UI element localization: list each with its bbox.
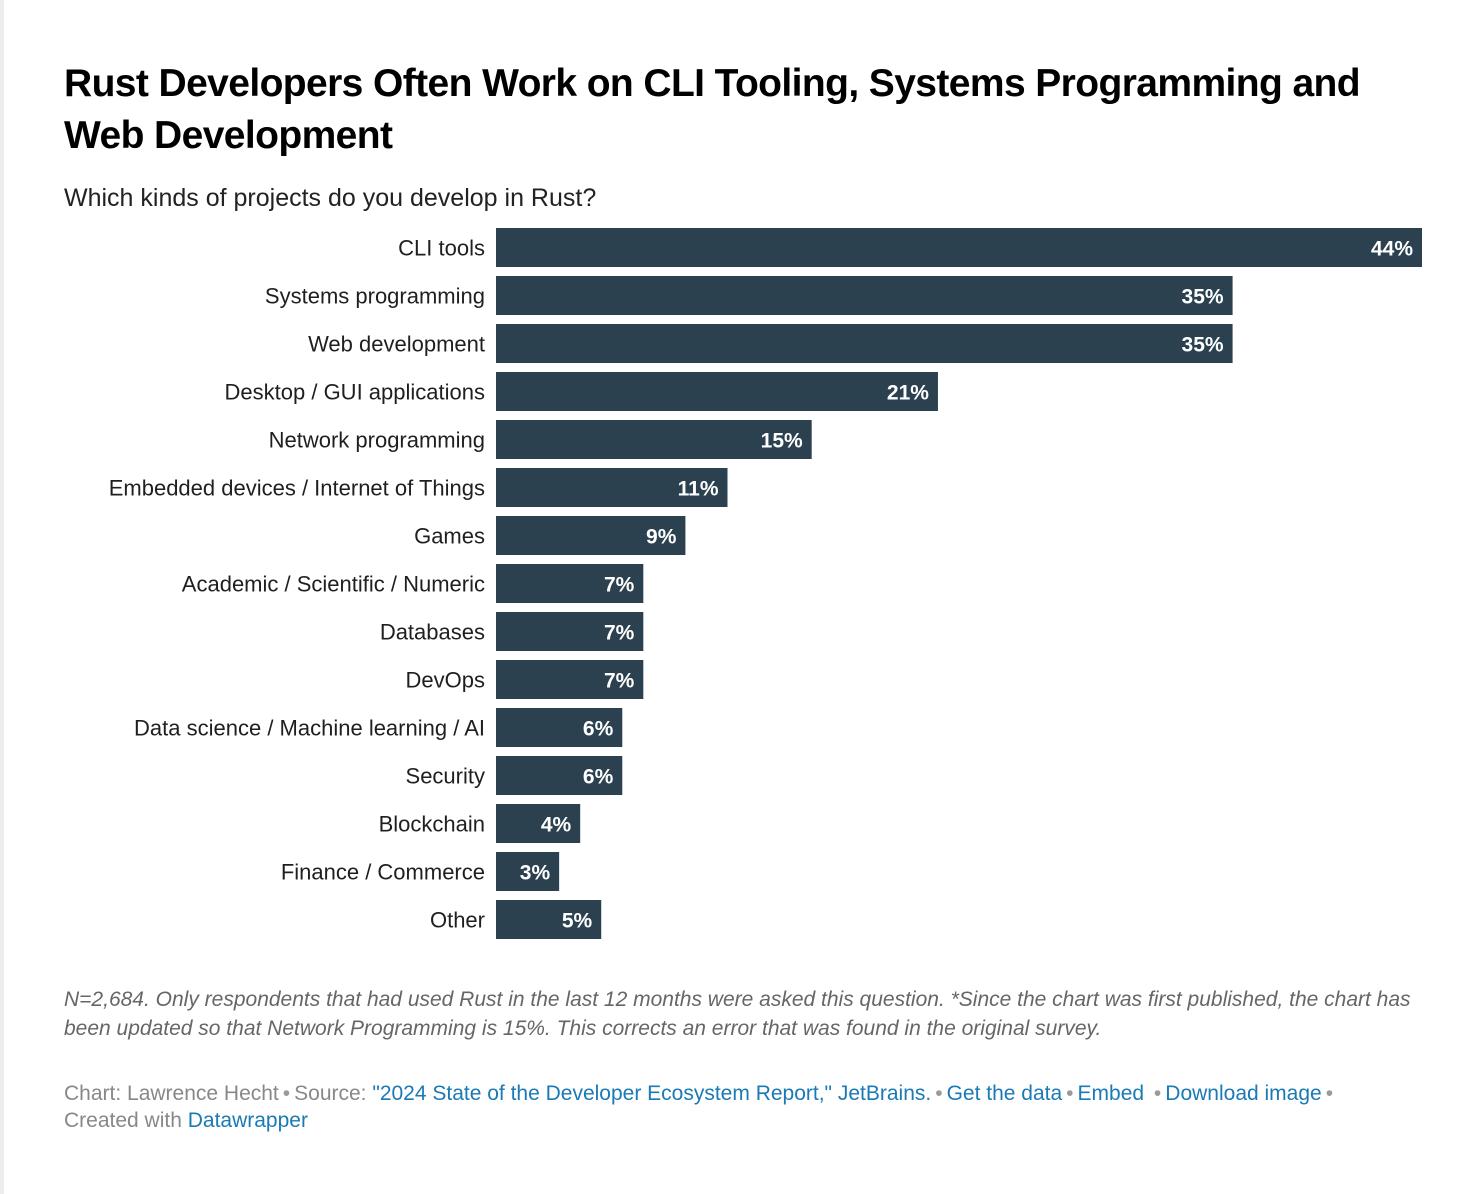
value-label: 6%: [583, 718, 614, 741]
value-label: 9%: [646, 526, 677, 549]
category-label: Data science / Machine learning / AI: [134, 716, 485, 741]
value-label: 15%: [761, 430, 803, 453]
category-label: Systems programming: [265, 284, 485, 309]
category-label: Network programming: [269, 428, 485, 453]
chart-subtitle: Which kinds of projects do you develop i…: [64, 184, 597, 212]
bar-chart: CLI tools 44% Systems programming 35% Web de…: [109, 228, 1422, 939]
chart-notes: N=2,684. Only respondents that had used …: [64, 988, 1411, 1040]
separator-dot: •: [1325, 1082, 1334, 1105]
value-label: 5%: [562, 910, 593, 933]
bar: [496, 228, 1422, 267]
separator-dot: •: [282, 1082, 291, 1105]
value-label: 4%: [541, 814, 572, 837]
category-label: Security: [406, 764, 485, 789]
get-data-link[interactable]: Get the data: [946, 1082, 1063, 1105]
bar: [496, 612, 644, 651]
created-with-label: Created with: [64, 1109, 182, 1132]
category-label: DevOps: [406, 668, 485, 693]
bar: [496, 564, 644, 603]
frame-edge: [0, 0, 4, 1194]
download-image-link[interactable]: Download image: [1165, 1082, 1322, 1105]
category-label: Finance / Commerce: [281, 860, 485, 885]
category-label: Desktop / GUI applications: [225, 380, 485, 405]
category-label: Academic / Scientific / Numeric: [182, 572, 485, 597]
category-label: Other: [430, 908, 485, 933]
bar: [496, 756, 623, 795]
bar: [496, 276, 1233, 315]
bar: [496, 372, 938, 411]
bar: [496, 804, 581, 843]
source-label: Source:: [294, 1082, 367, 1105]
bar: [496, 708, 623, 747]
value-label: 11%: [678, 478, 719, 501]
value-label: 44%: [1371, 238, 1413, 261]
bar: [496, 420, 812, 459]
chart-credit: Chart: Lawrence Hecht: [64, 1082, 279, 1105]
bar: [496, 852, 560, 891]
source-link[interactable]: "2024 State of the Developer Ecosystem R…: [372, 1082, 932, 1105]
value-label: 6%: [583, 766, 614, 789]
category-label: Web development: [308, 332, 485, 357]
separator-dot: •: [935, 1082, 943, 1105]
category-label: Blockchain: [379, 812, 485, 837]
bar: [496, 660, 644, 699]
value-label: 35%: [1182, 286, 1224, 309]
value-label: 7%: [604, 574, 635, 597]
value-label: 21%: [887, 382, 929, 405]
bar: [496, 468, 728, 507]
value-label: 7%: [604, 622, 635, 645]
category-label: CLI tools: [398, 236, 485, 261]
value-label: 7%: [604, 670, 635, 693]
category-label: Embedded devices / Internet of Things: [109, 476, 485, 501]
chart-title: Rust Developers Often Work on CLI Toolin…: [64, 62, 1361, 157]
embed-link[interactable]: Embed: [1077, 1082, 1145, 1105]
chart-container: Rust Developers Often Work on CLI Toolin…: [64, 58, 1424, 939]
separator-dot: •: [1153, 1082, 1162, 1105]
category-label: Games: [414, 524, 485, 549]
value-label: 35%: [1182, 334, 1224, 357]
category-label: Databases: [380, 620, 485, 645]
chart-footer: Chart: Lawrence Hecht • Source: "2024 Stat…: [64, 1080, 1414, 1134]
datawrapper-link[interactable]: Datawrapper: [187, 1109, 308, 1132]
separator-dot: •: [1066, 1082, 1074, 1105]
bar: [496, 324, 1233, 363]
value-label: 3%: [520, 862, 551, 885]
bar: [496, 900, 602, 939]
bar: [496, 516, 686, 555]
